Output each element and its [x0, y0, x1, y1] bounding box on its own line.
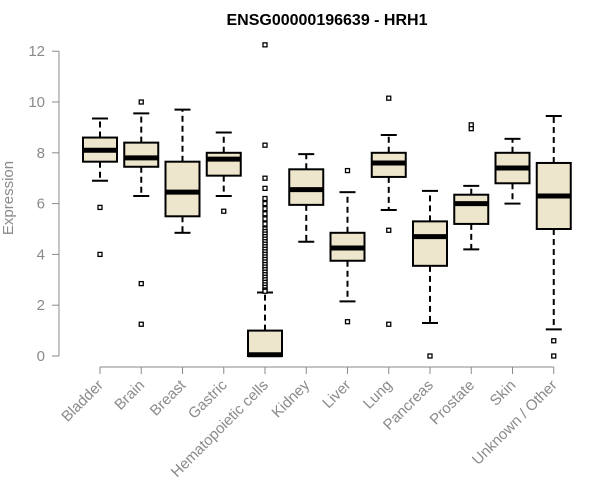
- x-tick-label: Bladder: [58, 377, 107, 426]
- outlier-point: [262, 221, 268, 227]
- box-prostate: [453, 122, 490, 251]
- iqr-box: [247, 329, 283, 358]
- box-pancreas: [412, 189, 448, 359]
- outlier-point: [386, 227, 392, 233]
- box-lung: [370, 95, 407, 327]
- outlier-point: [344, 319, 351, 325]
- outlier-point: [138, 280, 144, 287]
- y-tick-label: 2: [37, 297, 45, 314]
- box-kidney: [288, 153, 325, 243]
- outlier-point: [262, 195, 268, 202]
- box-brain: [123, 99, 160, 327]
- iqr-box: [164, 160, 201, 218]
- chart-title: ENSG00000196639 - HRH1: [226, 12, 427, 29]
- outlier-point: [262, 206, 268, 212]
- outlier-point: [344, 167, 351, 174]
- x-tick-label: Lung: [360, 377, 396, 413]
- y-tick-label: 10: [28, 94, 45, 111]
- y-tick-label: 6: [37, 196, 45, 213]
- outlier-point: [138, 99, 144, 105]
- x-tick-label: Brain: [111, 377, 148, 414]
- outlier-point: [262, 175, 268, 181]
- outlier-point: [262, 200, 268, 207]
- y-axis: 0 2 4 6 8 10 12: [28, 43, 60, 365]
- box-liver: [329, 167, 366, 325]
- y-tick-label: 12: [28, 43, 45, 60]
- y-tick-label: 8: [37, 145, 45, 162]
- outlier-point: [386, 321, 392, 327]
- outlier-point: [262, 288, 268, 294]
- iqr-box: [205, 151, 242, 177]
- outlier-point: [262, 185, 268, 192]
- y-tick-label: 0: [37, 348, 45, 365]
- y-tick-label: 4: [37, 246, 45, 263]
- outlier-point: [427, 353, 433, 359]
- iqr-box: [412, 220, 448, 267]
- plot-area: [82, 42, 572, 359]
- outlier-point: [262, 142, 268, 148]
- outlier-point: [262, 211, 268, 217]
- box-unknown-other: [535, 114, 572, 359]
- y-axis-label: Expression: [0, 161, 17, 235]
- box-hematopoietic-cells: [247, 42, 283, 358]
- outlier-point: [262, 216, 268, 222]
- iqr-box: [288, 168, 325, 206]
- iqr-box: [123, 141, 160, 168]
- box-gastric: [205, 131, 242, 214]
- outlier-point: [97, 204, 103, 211]
- x-tick-label: Breast: [147, 376, 190, 419]
- outlier-point: [138, 321, 144, 327]
- outlier-point: [97, 251, 103, 258]
- outlier-point: [221, 208, 227, 214]
- iqr-box: [453, 193, 490, 225]
- outlier-point: [386, 95, 392, 101]
- x-tick-label: Prostate: [427, 377, 479, 429]
- box-bladder: [82, 117, 118, 258]
- outlier-point: [551, 353, 557, 359]
- x-tick-label: Kidney: [269, 376, 314, 421]
- outlier-point: [262, 42, 268, 48]
- box-breast: [164, 108, 201, 234]
- outlier-point: [468, 126, 474, 132]
- x-tick-label: Skin: [487, 377, 520, 410]
- x-tick-label: Liver: [319, 377, 354, 412]
- box-skin: [494, 137, 531, 205]
- outlier-point: [551, 338, 557, 344]
